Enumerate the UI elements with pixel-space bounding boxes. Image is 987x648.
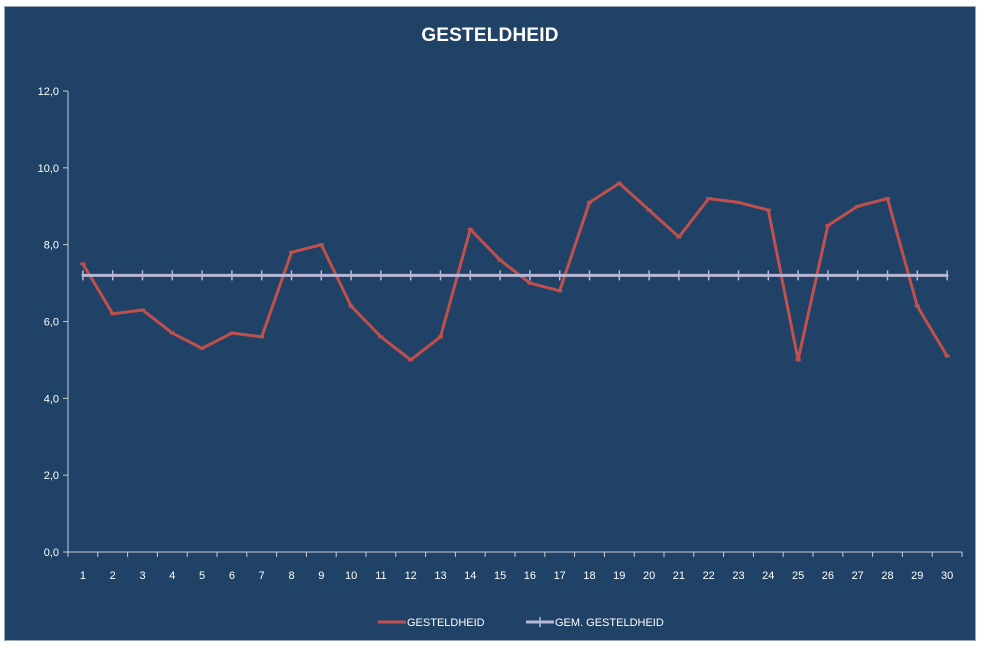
gesteldheid-point-marker — [557, 289, 563, 293]
x-tick-label: 2 — [110, 570, 116, 582]
gesteldheid-point-marker — [825, 223, 831, 227]
y-tick-label: 2,0 — [44, 470, 59, 482]
gesteldheid-point-marker — [646, 208, 652, 212]
gesteldheid-point-marker — [348, 304, 354, 308]
y-tick-label: 8,0 — [44, 240, 59, 252]
gesteldheid-point-marker — [438, 335, 443, 339]
chart-title: GESTELDHEID — [421, 25, 559, 46]
x-tick-label: 12 — [405, 570, 417, 582]
gesteldheid-point-marker — [110, 312, 116, 316]
gesteldheid-point-marker — [885, 197, 890, 201]
gesteldheid-point-marker — [944, 354, 950, 358]
x-tick-label: 1 — [80, 570, 86, 582]
gesteldheid-point-marker — [169, 331, 175, 335]
y-tick-label: 10,0 — [38, 163, 59, 175]
x-tick-label: 22 — [703, 570, 715, 582]
gesteldheid-point-marker — [676, 235, 682, 239]
x-tick-label: 21 — [673, 570, 685, 582]
gesteldheid-point-marker — [795, 358, 801, 362]
gesteldheid-point-marker — [736, 200, 741, 204]
legend-average-label: GEM. GESTELDHEID — [555, 617, 664, 629]
y-tick-label: 12,0 — [38, 86, 59, 98]
x-tick-label: 17 — [554, 570, 566, 582]
gesteldheid-series-line — [81, 181, 949, 362]
gesteldheid-point-marker — [289, 250, 294, 254]
x-tick-label: 23 — [732, 570, 744, 582]
x-tick-label: 24 — [762, 570, 774, 582]
gesteldheid-point-marker — [140, 308, 145, 312]
gesteldheid-point-marker — [765, 208, 771, 212]
y-tick-label: 4,0 — [44, 393, 59, 405]
gesteldheid-point-marker — [497, 258, 503, 262]
gesteldheid-point-marker — [378, 335, 384, 339]
x-tick-label: 15 — [494, 570, 506, 582]
line-chart: 0,02,04,06,08,010,012,01 2 3 4 5 6 7 8 9 10 11 12 13… — [38, 86, 963, 629]
gesteldheid-point-marker — [408, 358, 414, 362]
x-tick-label: 19 — [613, 570, 625, 582]
legend-gesteldheid-label: GESTELDHEID — [407, 617, 485, 629]
gesteldheid-point-marker — [259, 335, 265, 339]
x-tick-label: 11 — [375, 570, 386, 582]
gesteldheid-point-marker — [914, 304, 920, 308]
x-tick-label: 30 — [941, 570, 953, 582]
x-tick-label: 28 — [881, 570, 893, 582]
x-tick-label: 3 — [139, 570, 145, 582]
x-tick-label: 7 — [259, 570, 265, 582]
gesteldheid-point-marker — [855, 204, 861, 208]
x-tick-label: 6 — [229, 570, 235, 582]
x-tick-label: 13 — [434, 570, 446, 582]
x-tick-label: 26 — [822, 570, 834, 582]
gesteldheid-point-marker — [229, 331, 235, 335]
x-tick-label: 5 — [199, 570, 205, 582]
gesteldheid-point-marker — [706, 197, 712, 201]
chart-frame: GESTELDHEID 0,0 2,0 4,0 6,0 8,0 10,0 12,0 1 2 3 4 5… — [4, 6, 976, 641]
gesteldheid-point-marker — [199, 346, 205, 350]
gesteldheid-point-marker — [587, 200, 592, 204]
y-tick-label: 6,0 — [44, 317, 59, 329]
gesteldheid-point-marker — [527, 281, 533, 285]
x-tick-label: 10 — [345, 570, 357, 582]
x-tick-label: 18 — [583, 570, 595, 582]
x-tick-label: 14 — [464, 570, 476, 582]
x-tick-label: 20 — [643, 570, 655, 582]
x-tick-label: 16 — [524, 570, 536, 582]
gesteldheid-point-marker — [318, 243, 324, 247]
gesteldheid-point-marker — [467, 227, 473, 231]
x-tick-label: 4 — [169, 570, 175, 582]
x-tick-label: 25 — [792, 570, 804, 582]
gesteldheid-point-marker — [616, 181, 622, 185]
x-tick-label: 27 — [852, 570, 864, 582]
gesteldheid-point-marker — [80, 262, 86, 266]
x-tick-label: 8 — [288, 570, 294, 582]
x-tick-label: 29 — [911, 570, 923, 582]
x-tick-label: 9 — [318, 570, 324, 582]
y-tick-label: 0,0 — [44, 547, 59, 559]
